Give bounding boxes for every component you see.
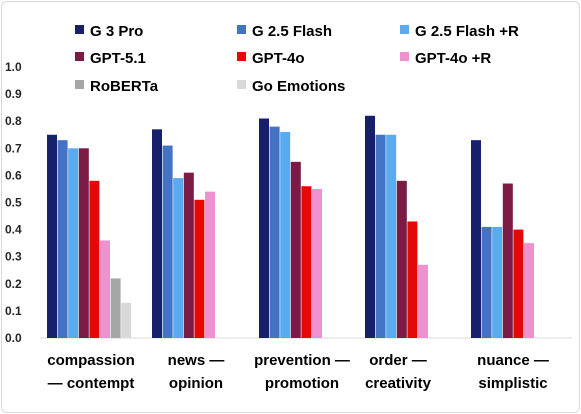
bar-g-3-pro (259, 118, 269, 339)
bar-gpt-5-1 (502, 183, 513, 338)
bar-g-2-5-flash (481, 226, 492, 338)
bar-g-2-5-flash-r (280, 132, 291, 338)
legend-label: GPT-4o (252, 50, 305, 67)
y-tick-label: 0.9 (5, 87, 22, 101)
legend-label: GPT-5.1 (90, 50, 146, 67)
bar-g-2-5-flash (269, 126, 280, 339)
bar-g-2-5-flash-r (492, 226, 503, 338)
bar-gpt-5-1 (396, 180, 407, 338)
y-tick-label: 0.6 (5, 168, 22, 182)
x-category-label: prevention — (254, 352, 350, 369)
y-tick-label: 0.0 (5, 331, 22, 345)
bar-roberta (110, 278, 121, 338)
legend-label: G 3 Pro (90, 23, 143, 40)
legend-swatch (237, 25, 246, 34)
y-tick-label: 0.4 (5, 223, 22, 237)
legend-label: RoBERTa (90, 78, 159, 95)
legend-swatch (75, 52, 84, 61)
bar-gpt-5-1 (183, 172, 194, 338)
legend-swatch (237, 52, 246, 61)
x-category-label: news — (168, 352, 225, 369)
legend-swatch (75, 25, 84, 34)
legend-label: G 2.5 Flash (252, 23, 332, 40)
bar-gpt-5-1 (290, 161, 301, 338)
bar-gpt-4o (301, 186, 312, 338)
bar-gpt-4o-r (205, 191, 215, 338)
bar-gpt-4o (407, 221, 418, 338)
x-category-label: creativity (365, 375, 432, 392)
bar-g-2-5-flash-r (68, 148, 79, 338)
x-category-label: order — (369, 352, 427, 369)
bar-g-2-5-flash-r (386, 134, 397, 338)
legend-swatch (237, 80, 246, 89)
bar-gpt-4o-r (312, 188, 322, 338)
y-tick-label: 0.1 (5, 304, 22, 318)
bar-go-emotions (121, 302, 132, 338)
x-category-label: promotion (265, 375, 339, 392)
bar-g-2-5-flash (57, 140, 68, 338)
bar-gpt-4o-r (418, 264, 428, 338)
x-category-label: — contempt (48, 375, 135, 392)
bar-g-2-5-flash (162, 145, 173, 338)
y-tick-label: 0.8 (5, 114, 22, 128)
x-category-label: opinion (169, 375, 223, 392)
bar-gpt-4o (194, 199, 205, 338)
y-tick-label: 0.7 (5, 141, 22, 155)
legend-label: Go Emotions (252, 78, 345, 95)
bar-g-3-pro (365, 115, 375, 338)
bar-gpt-5-1 (78, 148, 89, 338)
bar-g-3-pro (471, 140, 481, 338)
bar-gpt-4o-r (524, 243, 534, 338)
bar-g-2-5-flash (375, 134, 386, 338)
bar-g-2-5-flash-r (173, 178, 184, 338)
x-category-label: simplistic (478, 375, 547, 392)
legend-label: G 2.5 Flash +R (415, 23, 519, 40)
legend-swatch (400, 25, 409, 34)
bar-gpt-4o (89, 180, 100, 338)
y-tick-label: 0.5 (5, 196, 22, 210)
legend-swatch (75, 80, 84, 89)
bar-g-3-pro (152, 129, 162, 338)
legend-label: GPT-4o +R (415, 50, 491, 67)
x-category-label: compassion (47, 352, 135, 369)
y-tick-label: 0.2 (5, 277, 22, 291)
bar-g-3-pro (47, 134, 57, 338)
y-tick-label: 0.3 (5, 250, 22, 264)
bar-gpt-4o (513, 229, 524, 338)
x-category-label: nuance — (477, 352, 549, 369)
y-tick-label: 1.0 (5, 60, 22, 74)
bar-gpt-4o-r (100, 240, 110, 338)
legend-swatch (400, 52, 409, 61)
